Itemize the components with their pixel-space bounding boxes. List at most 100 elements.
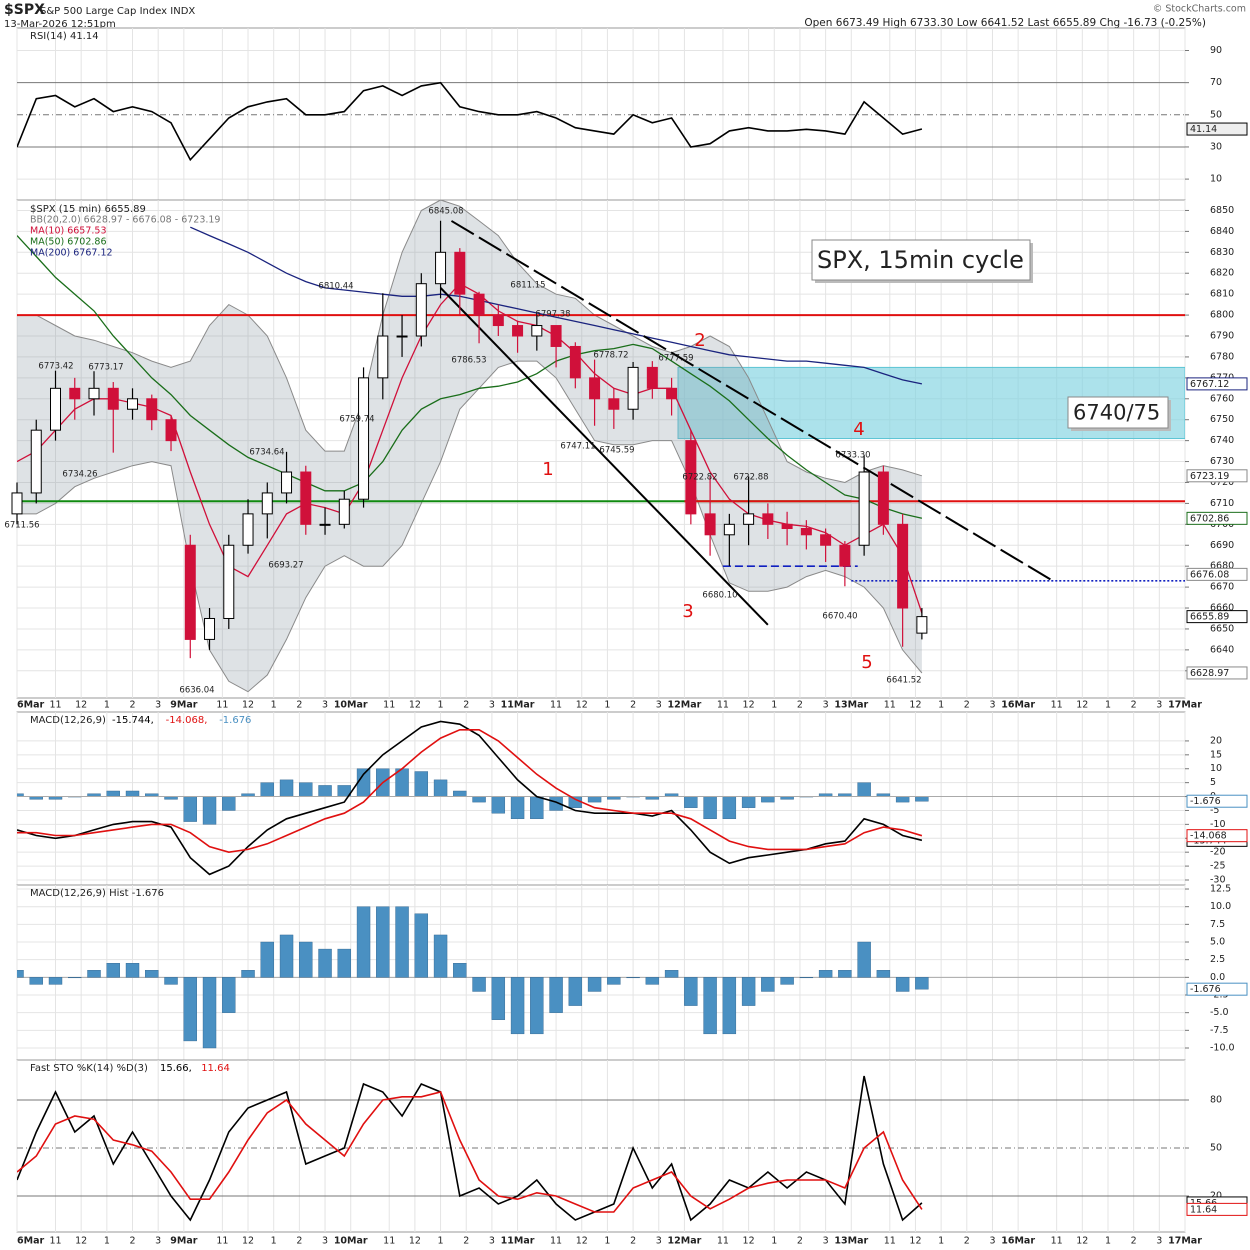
histogram-bar	[222, 977, 236, 1013]
x-tick-label: 1	[604, 700, 610, 711]
histogram-bar	[876, 970, 891, 978]
price-label: 6810.44	[318, 282, 353, 292]
wave-label: 5	[861, 652, 872, 673]
price-label: 6670.40	[822, 612, 857, 622]
histogram-bar	[376, 906, 390, 978]
price-label: 6786.53	[451, 356, 486, 366]
x-tick-label: 11	[550, 700, 562, 711]
y-tick-label: 6710	[1210, 498, 1234, 509]
histogram-bar	[356, 906, 371, 978]
candle-body	[184, 544, 196, 640]
candle-body	[69, 387, 81, 400]
x-tick-label: 12Mar	[668, 700, 702, 711]
x-tick-label: 1	[438, 1236, 444, 1247]
candle-body	[88, 387, 100, 400]
histogram-bar	[703, 977, 717, 1035]
value-flag	[1186, 511, 1248, 525]
x-tick-label: 11Mar	[501, 1236, 535, 1247]
histogram-bar	[87, 970, 101, 978]
x-tick-label: 1	[271, 700, 277, 711]
x-tick-label: 12	[409, 700, 421, 711]
y-tick-label: 50	[1210, 1143, 1222, 1154]
x-tick-label: 2	[797, 1236, 803, 1247]
histogram-bar	[164, 977, 178, 985]
panel-title: Fast STO %K(14) %D(3)	[30, 1063, 148, 1074]
histogram-bar	[106, 790, 120, 797]
x-tick-label: 3	[823, 1236, 829, 1247]
histogram-bar	[587, 977, 602, 992]
y-tick-label: 7.5	[1210, 919, 1225, 930]
x-tick-label: 12	[75, 1236, 87, 1247]
y-tick-label: 70	[1210, 77, 1222, 88]
y-tick-label: -10	[1210, 819, 1226, 830]
value-flag-label: 6723.19	[1190, 471, 1229, 482]
y-tick-label: 6730	[1210, 456, 1234, 467]
y-tick-label: 50	[1210, 109, 1222, 120]
x-tick-label: 17Mar	[1168, 700, 1202, 711]
price-label: 6797.38	[535, 310, 570, 320]
x-tick-label: 2	[463, 1236, 469, 1247]
x-tick-label: 3	[989, 700, 995, 711]
histogram-bar	[356, 768, 371, 797]
histogram-bar	[722, 796, 737, 820]
y-tick-label: 2.5	[1210, 954, 1225, 965]
histogram-bar	[857, 782, 871, 797]
x-tick-label: 11	[717, 700, 729, 711]
x-tick-label: 12	[242, 700, 254, 711]
histogram-bar	[433, 779, 448, 797]
x-tick-label: 3	[1156, 700, 1162, 711]
candle-body	[723, 523, 735, 536]
histogram-bar	[761, 977, 775, 992]
x-tick-label: 11Mar	[501, 700, 535, 711]
x-tick-label: 1	[771, 700, 777, 711]
legend-entry: -14.068,	[166, 715, 208, 726]
indicator-line	[17, 81, 923, 162]
x-tick-label: 9Mar	[170, 700, 197, 711]
candle-body	[396, 335, 408, 338]
moving-average	[190, 226, 923, 385]
x-tick-label: 12	[576, 700, 588, 711]
price-label: 6711.56	[4, 521, 39, 531]
candle-body	[107, 387, 119, 410]
price-label: 6778.72	[593, 351, 628, 361]
x-tick-label: 3	[656, 700, 662, 711]
histogram-bar	[510, 796, 525, 820]
candle-body	[666, 387, 678, 400]
x-tick-label: 3	[322, 700, 328, 711]
x-tick-label: 12	[909, 1236, 921, 1247]
histogram-bar	[664, 970, 679, 978]
candle-body	[704, 513, 716, 536]
candle-body	[50, 387, 62, 431]
histogram-bar	[491, 977, 506, 1020]
histogram-bar	[684, 977, 698, 1006]
y-tick-label: 6850	[1210, 205, 1234, 216]
x-tick-label: 1	[938, 1236, 944, 1247]
histogram-bar	[279, 934, 294, 978]
histogram-bar	[48, 977, 63, 985]
histogram-bar	[260, 941, 274, 978]
value-flag	[1186, 610, 1248, 624]
histogram-bar	[857, 941, 871, 978]
y-tick-label: -30	[1210, 874, 1226, 885]
x-tick-label: 1	[438, 700, 444, 711]
value-flag-label: 6655.89	[1190, 612, 1229, 623]
x-tick-label: 3	[989, 1236, 995, 1247]
candle-body	[820, 534, 832, 546]
histogram-bar	[626, 977, 640, 979]
panel-title: RSI(14) 41.14	[30, 31, 99, 42]
histogram-bar	[453, 790, 467, 797]
bollinger-fill	[17, 200, 922, 692]
value-flag	[1186, 567, 1248, 581]
y-tick-label: 90	[1210, 45, 1222, 56]
x-tick-label: 11	[383, 700, 395, 711]
x-tick-label: 16Mar	[1001, 700, 1035, 711]
histogram-bar	[587, 796, 602, 803]
x-tick-label: 11	[884, 1236, 896, 1247]
y-tick-label: 6790	[1210, 331, 1234, 342]
candle-body	[146, 398, 158, 421]
value-flag-label: 6676.08	[1190, 569, 1229, 580]
y-tick-label: -10.0	[1210, 1042, 1235, 1053]
y-tick-label: 6800	[1210, 310, 1234, 321]
legend-entry: MA(200) 6767.12	[30, 248, 113, 259]
histogram-bar	[125, 963, 140, 978]
